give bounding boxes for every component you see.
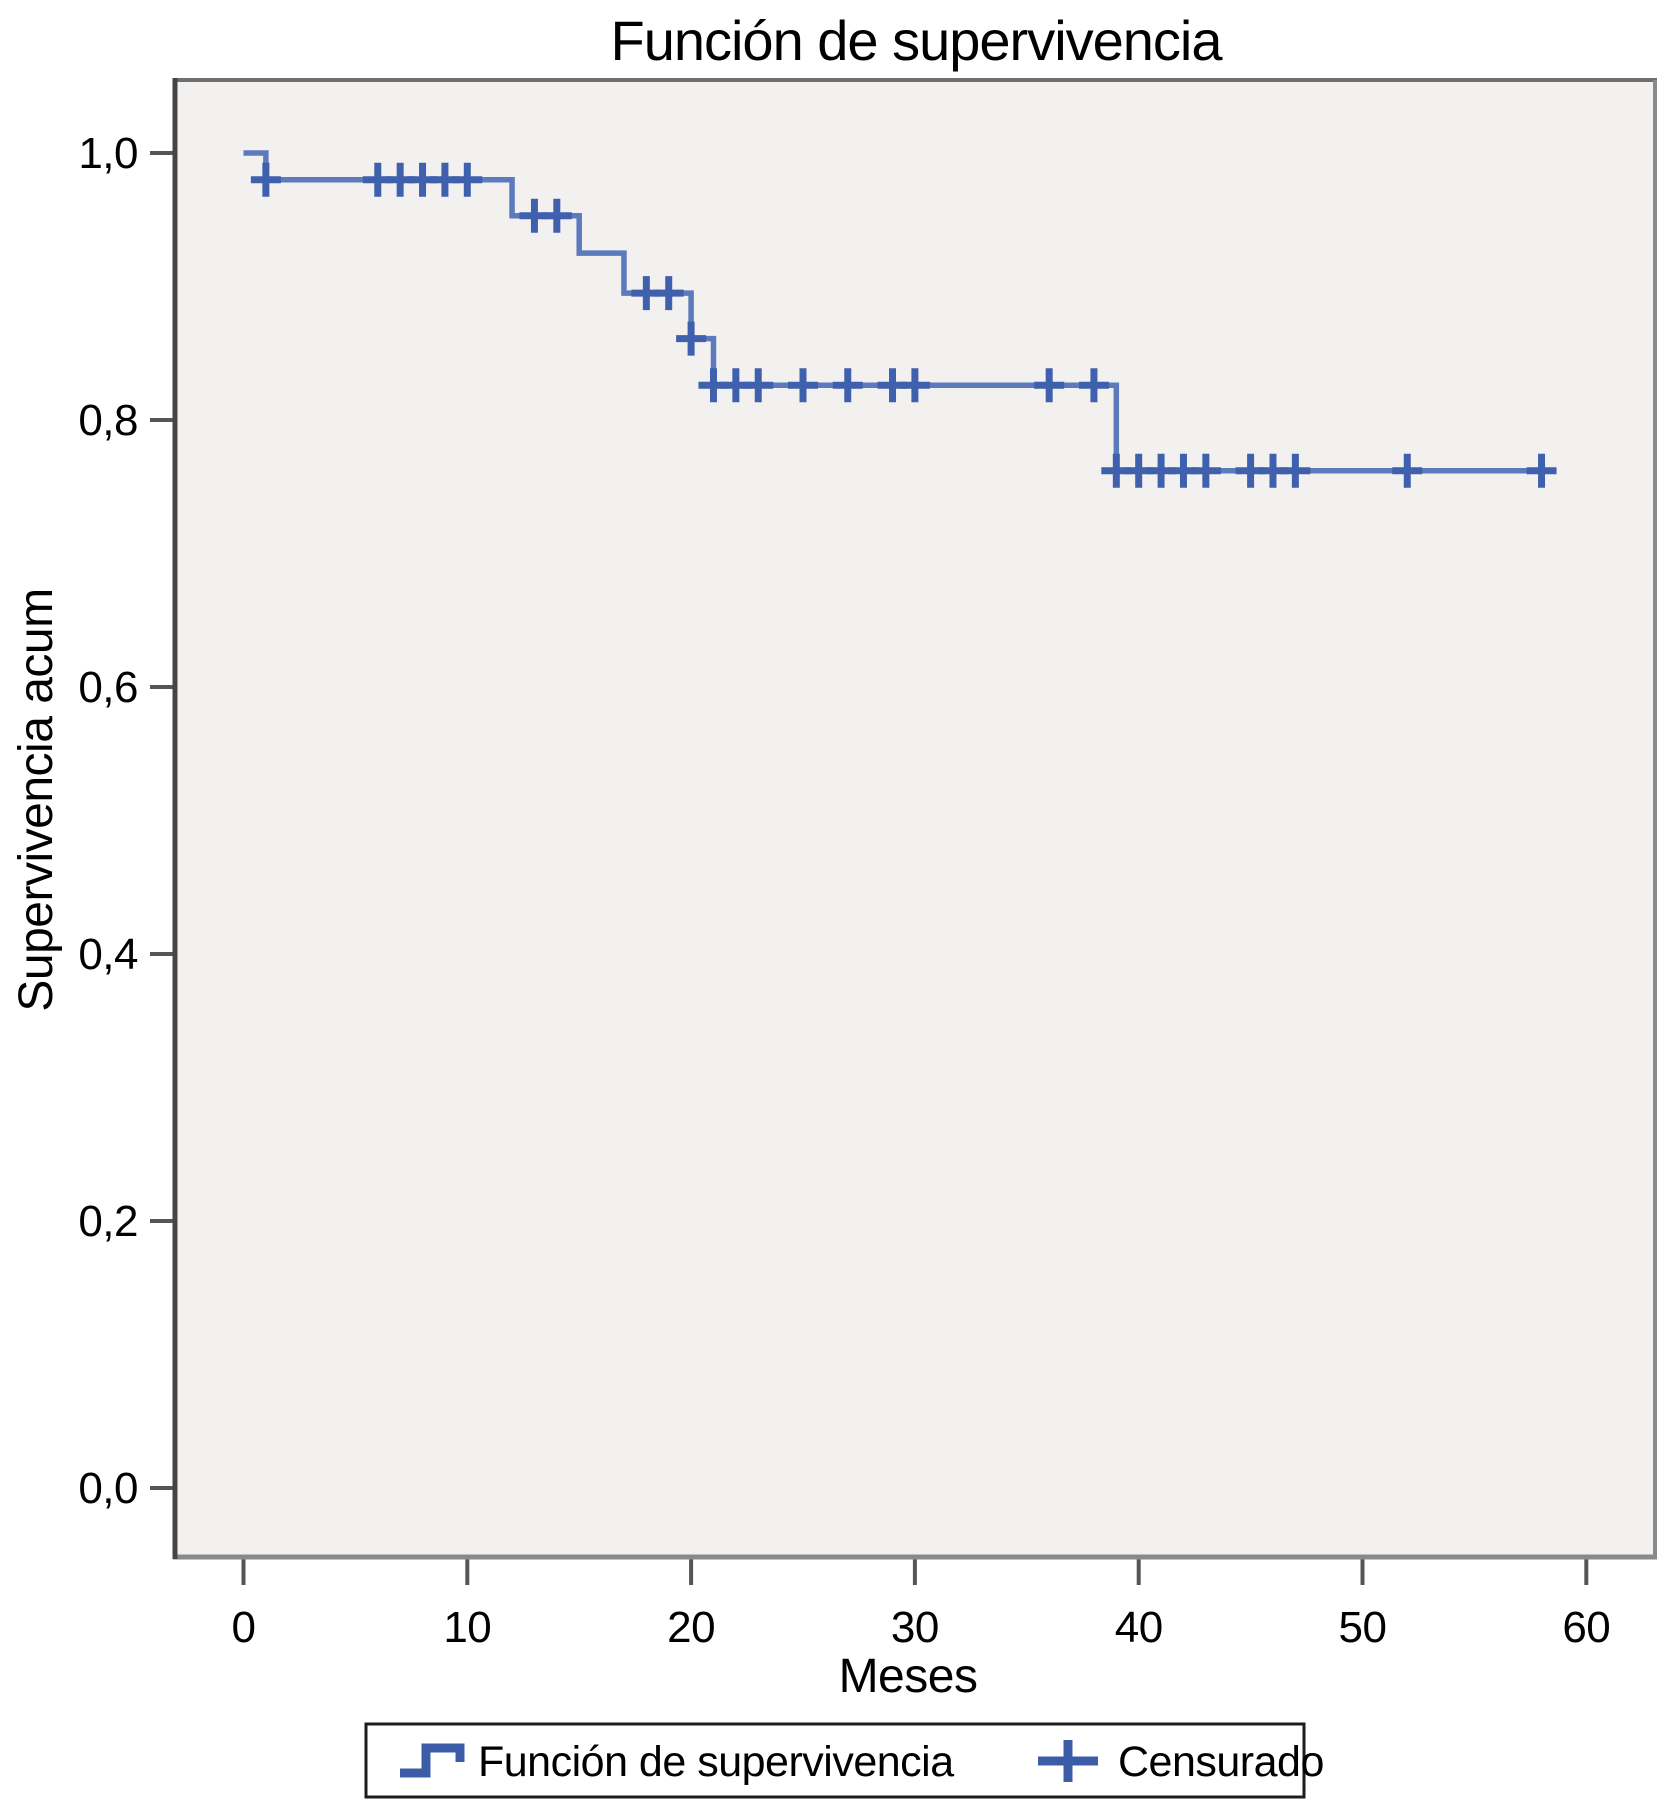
censor-mark [1392,453,1423,488]
chart-title: Función de supervivencia [610,9,1223,72]
y-tick-label: 0,8 [78,396,138,445]
censor-mark [743,368,774,403]
censor-mark [1078,368,1109,403]
x-axis-title: Meses [839,1650,978,1703]
censor-mark [1034,368,1065,403]
censor-mark [1526,453,1557,488]
censor-mark [653,276,684,311]
legend-label-censored: Censurado [1118,1738,1324,1786]
x-tick-label: 30 [891,1603,939,1652]
survival-line-icon [400,1743,465,1778]
plot-frame [172,78,1657,1560]
censor-mark [899,368,930,403]
axis-ticks [150,151,1589,1585]
x-tick-label: 20 [667,1603,715,1652]
x-tick-label: 60 [1562,1603,1610,1652]
censor-mark [676,321,707,356]
y-tick-label: 0,4 [78,930,138,979]
censor-mark [250,162,281,197]
plot-area [175,80,1655,1557]
y-tick-label: 0,0 [78,1464,138,1513]
x-tick-label: 40 [1115,1603,1163,1652]
censor-marks-layer [250,162,1557,488]
x-tick-label: 0 [232,1603,256,1652]
y-tick-label: 1,0 [78,129,138,178]
legend: Función de supervivencia Censurado [364,1722,1324,1799]
legend-label-survival: Función de supervivencia [478,1738,954,1786]
censor-mark [452,162,483,197]
y-axis-title: Supervivencia acum [10,588,63,1011]
legend-box [364,1722,1306,1799]
x-tick-label: 10 [443,1603,491,1652]
censor-mark [1280,453,1311,488]
censor-mark [832,368,863,403]
x-tick-label: 50 [1339,1603,1387,1652]
axis-tick-labels: 0,0 0,2 0,4 0,6 0,8 1,0 0 10 20 30 40 50 60 [78,129,1610,1652]
y-tick-label: 0,6 [78,663,138,712]
censor-mark [788,368,818,403]
censor-mark [541,198,572,233]
censored-plus-icon [1038,1740,1098,1782]
censor-mark [1190,453,1221,488]
y-tick-label: 0,2 [78,1197,138,1246]
